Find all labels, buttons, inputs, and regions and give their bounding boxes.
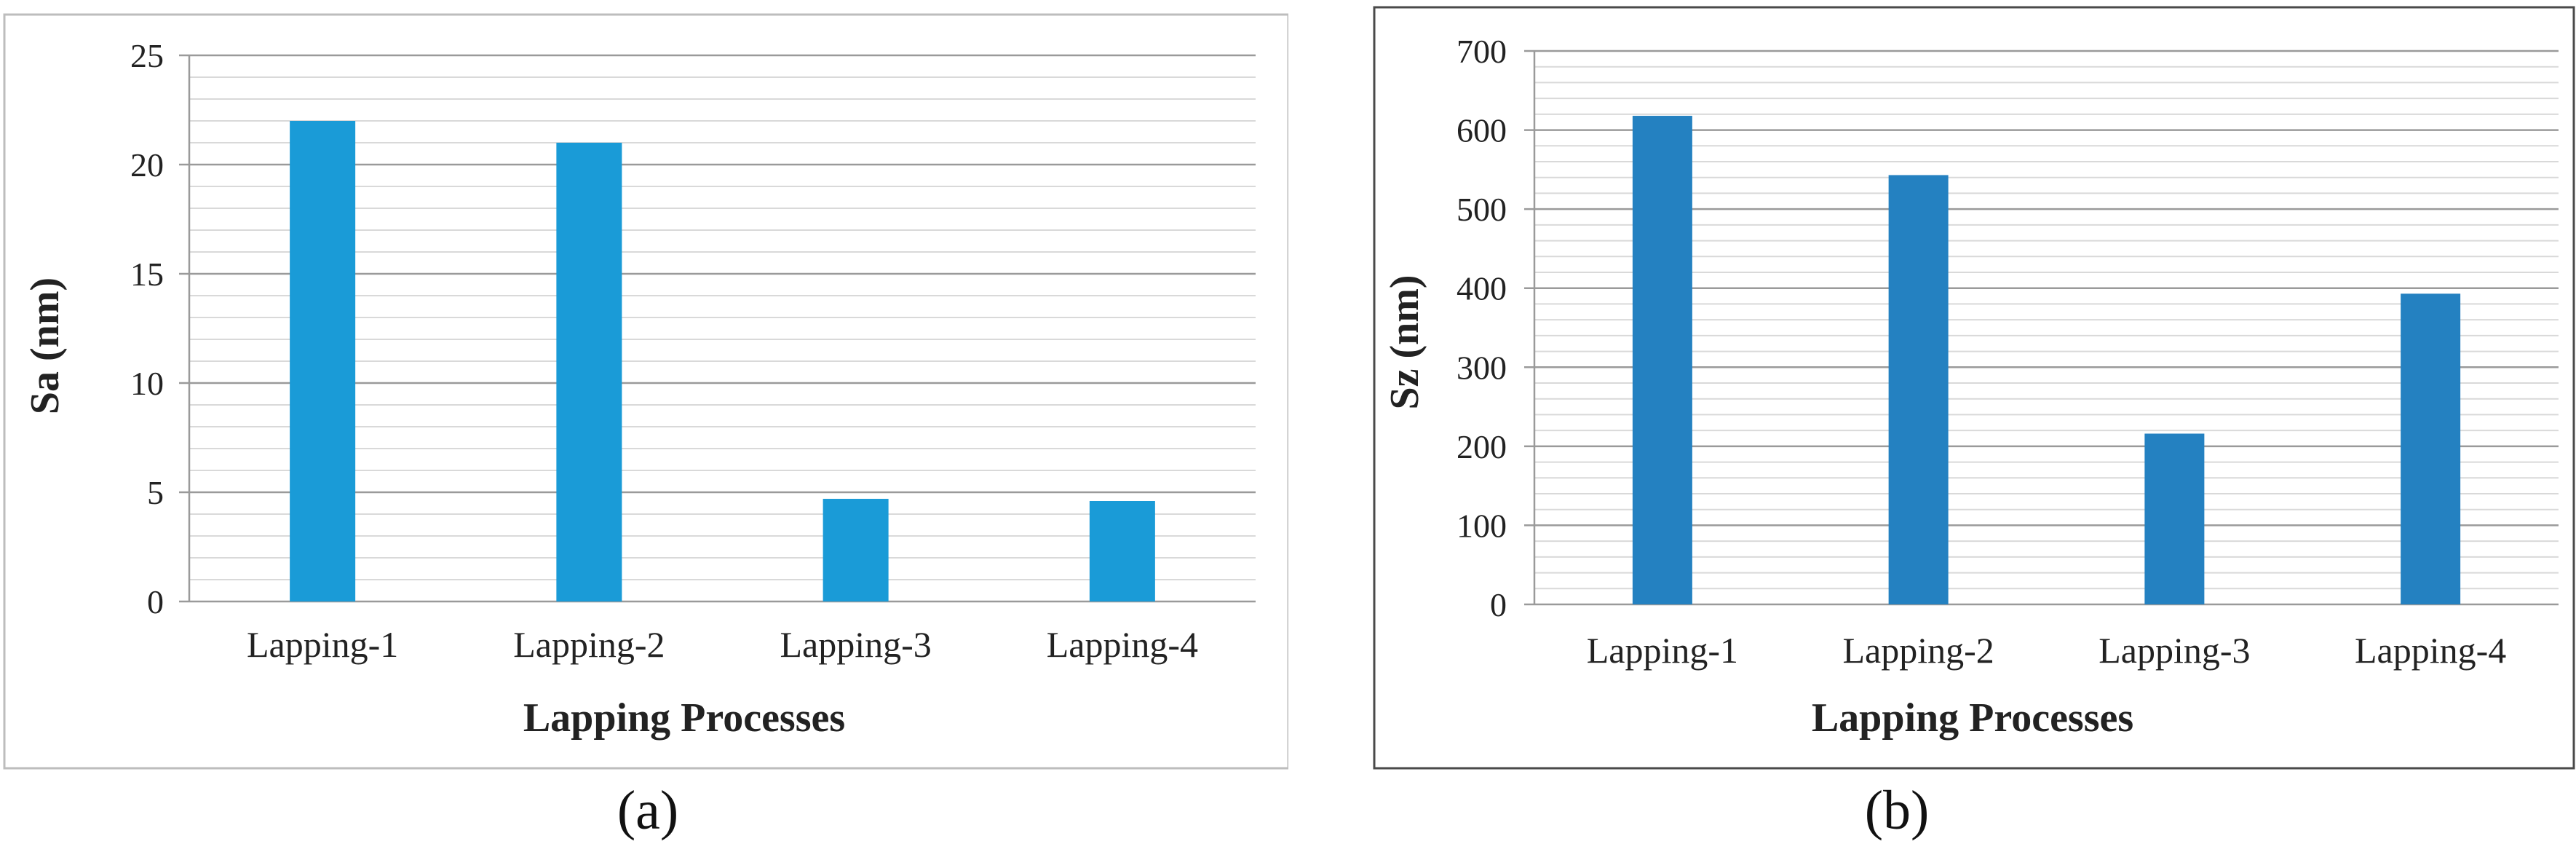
chart-a-bar-4 bbox=[1089, 501, 1155, 601]
chart-panel-a: 0 5 10 15 20 25 Lapping-1 Lapping-2 Lapping-3 La… bbox=[3, 13, 1288, 841]
chart-b-y-tick-label: 600 bbox=[1457, 112, 1507, 149]
chart-a-y-tick-label: 20 bbox=[130, 146, 164, 184]
chart-b-y-ticks: 0 100 200 300 400 500 600 700 bbox=[1457, 33, 1507, 623]
chart-b-category-label: Lapping-1 bbox=[1587, 630, 1738, 671]
chart-a-x-axis-title: Lapping Processes bbox=[523, 695, 845, 741]
chart-b-frame bbox=[1373, 6, 2575, 770]
chart-b-x-axis-title: Lapping Processes bbox=[1812, 695, 2133, 741]
chart-b-bars bbox=[1632, 116, 2461, 604]
chart-a-y-tick-label: 25 bbox=[130, 37, 164, 74]
chart-b-bar-3 bbox=[2144, 433, 2205, 604]
chart-a-category-label: Lapping-1 bbox=[247, 624, 398, 665]
chart-b-sublabel: (b) bbox=[1864, 780, 1930, 841]
chart-a-bar-2 bbox=[556, 143, 622, 601]
chart-b-y-tick-label: 400 bbox=[1457, 270, 1507, 307]
chart-b-category-label: Lapping-3 bbox=[2099, 630, 2250, 671]
chart-b-bar-1 bbox=[1632, 116, 1692, 604]
chart-b-category-label: Lapping-4 bbox=[2355, 630, 2506, 671]
chart-a-bar-3 bbox=[823, 499, 889, 601]
chart-panel-b: 0 100 200 300 400 500 600 700 Lapping-1 Lapping-… bbox=[1288, 0, 2576, 860]
chart-a-y-ticks: 0 5 10 15 20 25 bbox=[130, 37, 164, 620]
chart-a-y-tick-label: 15 bbox=[130, 256, 164, 293]
chart-b-x-categories: Lapping-1 Lapping-2 Lapping-3 Lapping-4 bbox=[1587, 630, 2507, 671]
chart-a-y-tick-label: 10 bbox=[130, 365, 164, 402]
chart-a-y-tick-label: 5 bbox=[147, 474, 164, 511]
chart-a-gridlines bbox=[179, 54, 1256, 603]
chart-b-y-tick-label: 200 bbox=[1457, 428, 1507, 465]
chart-b-y-tick-label: 0 bbox=[1490, 586, 1507, 623]
chart-a-category-label: Lapping-4 bbox=[1047, 624, 1198, 665]
chart-a-category-label: Lapping-3 bbox=[780, 624, 931, 665]
chart-b-y-axis-title: Sz (nm) bbox=[1382, 275, 1427, 409]
chart-a-x-categories: Lapping-1 Lapping-2 Lapping-3 Lapping-4 bbox=[247, 624, 1198, 665]
chart-a-y-axis-title: Sa (nm) bbox=[23, 277, 68, 414]
chart-a-frame bbox=[3, 13, 1288, 770]
chart-a-bars bbox=[290, 121, 1155, 601]
chart-a-sublabel: (a) bbox=[617, 780, 679, 841]
chart-b-y-tick-label: 700 bbox=[1457, 33, 1507, 70]
chart-b-bar-4 bbox=[2401, 293, 2461, 604]
chart-b-category-label: Lapping-2 bbox=[1842, 630, 1994, 671]
chart-b-y-tick-label: 300 bbox=[1457, 349, 1507, 386]
chart-a-bar-1 bbox=[290, 121, 356, 601]
chart-b-bar-2 bbox=[1888, 175, 1949, 604]
chart-b-y-tick-label: 500 bbox=[1457, 191, 1507, 228]
chart-a-y-tick-label: 0 bbox=[147, 583, 164, 620]
chart-b-y-tick-label: 100 bbox=[1457, 507, 1507, 544]
chart-a-category-label: Lapping-2 bbox=[513, 624, 665, 665]
chart-b-gridlines bbox=[1524, 50, 2559, 606]
